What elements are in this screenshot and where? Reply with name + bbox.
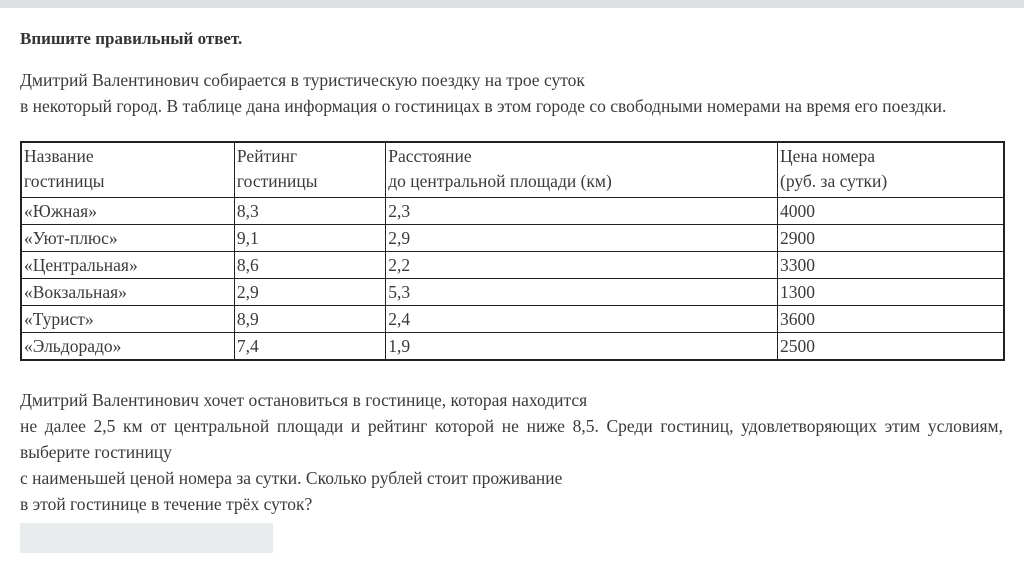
intro-line-2: в некоторый город. В таблице дана информ… <box>20 96 947 116</box>
column-header-line: до центральной площади (км) <box>388 171 612 191</box>
cell-hotel-name: «Эльдорадо» <box>20 332 235 361</box>
cell-price: 3600 <box>777 305 1005 333</box>
cell-hotel-name: «Турист» <box>20 305 235 333</box>
question-line-4: с наименьшей ценой номера за сутки. Скол… <box>20 468 563 488</box>
question-line-3: выберите гостиницу <box>20 442 172 462</box>
column-header-price: Цена номера (руб. за сутки) <box>777 141 1005 198</box>
column-header-distance: Расстояние до центральной площади (км) <box>385 141 779 198</box>
column-header-line: гостиницы <box>236 171 318 191</box>
table-row: «Эльдорадо» 7,4 1,9 2500 <box>20 332 1005 361</box>
answer-input[interactable] <box>20 523 273 553</box>
hotels-table: Название гостиницы Рейтинг гостиницы Рас… <box>20 141 1005 361</box>
cell-price: 2900 <box>777 224 1005 252</box>
page-title: Впишите правильный ответ. <box>20 29 243 48</box>
column-header-line: Цена номера <box>780 146 876 166</box>
cell-price: 1300 <box>777 278 1005 306</box>
table-row: «Турист» 8,9 2,4 3600 <box>20 305 1005 333</box>
column-header-line: Рейтинг <box>236 146 298 166</box>
column-header-line: (руб. за сутки) <box>780 171 888 191</box>
cell-rating: 8,6 <box>233 251 387 279</box>
cell-distance: 5,3 <box>385 278 779 306</box>
column-header-hotel-name: Название гостиницы <box>20 141 235 198</box>
cell-rating: 7,4 <box>233 332 387 361</box>
question-text: Дмитрий Валентинович хочет остановиться … <box>20 387 1003 517</box>
cell-distance: 2,2 <box>385 251 779 279</box>
cell-price: 3300 <box>777 251 1005 279</box>
table-row: «Уют-плюс» 9,1 2,9 2900 <box>20 224 1005 252</box>
column-header-line: Расстояние <box>388 146 472 166</box>
column-header-line: гостиницы <box>24 171 105 191</box>
cell-hotel-name: «Уют-плюс» <box>20 224 235 252</box>
cell-distance: 2,9 <box>385 224 779 252</box>
intro-text: Дмитрий Валентинович собирается в турист… <box>20 67 1003 119</box>
cell-distance: 1,9 <box>385 332 779 361</box>
cell-price: 4000 <box>777 197 1005 225</box>
cell-hotel-name: «Центральная» <box>20 251 235 279</box>
column-header-line: Название <box>24 146 94 166</box>
top-bar <box>0 0 1024 8</box>
task-content: Впишите правильный ответ. Дмитрий Валент… <box>0 29 1024 553</box>
cell-distance: 2,3 <box>385 197 779 225</box>
column-header-rating: Рейтинг гостиницы <box>233 141 387 198</box>
intro-line-1: Дмитрий Валентинович собирается в турист… <box>20 70 585 90</box>
cell-rating: 2,9 <box>233 278 387 306</box>
cell-hotel-name: «Южная» <box>20 197 235 225</box>
question-line-2: не далее 2,5 км от центральной площади и… <box>20 416 1003 436</box>
table-header-row: Название гостиницы Рейтинг гостиницы Рас… <box>20 141 1005 198</box>
cell-rating: 9,1 <box>233 224 387 252</box>
table-row: «Вокзальная» 2,9 5,3 1300 <box>20 278 1005 306</box>
cell-price: 2500 <box>777 332 1005 361</box>
question-line-5: в этой гостинице в течение трёх суток? <box>20 494 313 514</box>
cell-rating: 8,9 <box>233 305 387 333</box>
question-line-1: Дмитрий Валентинович хочет остановиться … <box>20 390 588 410</box>
table-row: «Центральная» 8,6 2,2 3300 <box>20 251 1005 279</box>
table-row: «Южная» 8,3 2,3 4000 <box>20 197 1005 225</box>
cell-hotel-name: «Вокзальная» <box>20 278 235 306</box>
cell-distance: 2,4 <box>385 305 779 333</box>
cell-rating: 8,3 <box>233 197 387 225</box>
